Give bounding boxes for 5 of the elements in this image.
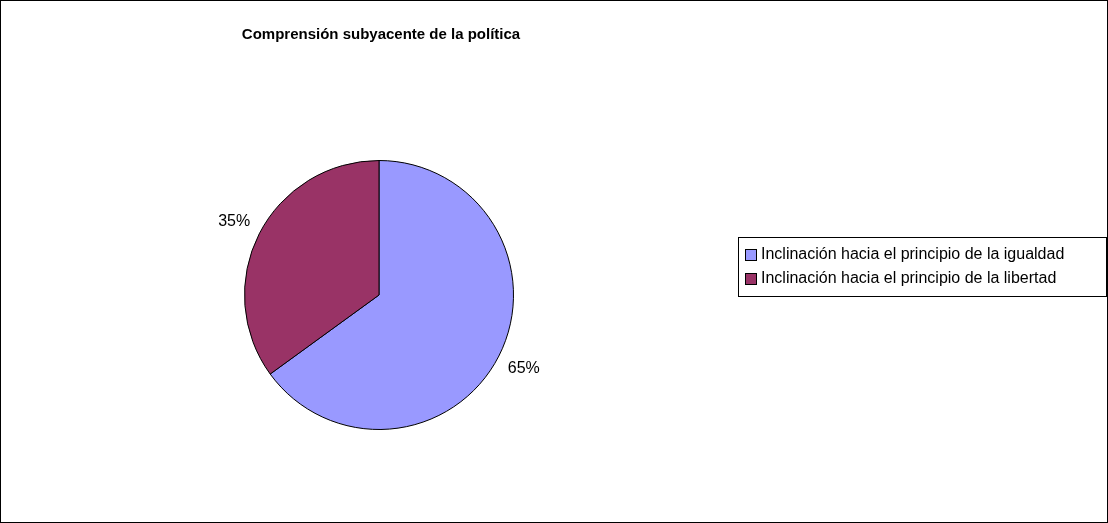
legend-label: Inclinación hacia el principio de la igualdad <box>761 244 1065 264</box>
data-label: 35% <box>218 211 251 229</box>
chart-title: Comprensión subyacente de la política <box>240 25 522 42</box>
data-label: 65% <box>507 359 540 377</box>
legend-label: Inclinación hacia el principio de la libertad <box>761 268 1057 288</box>
